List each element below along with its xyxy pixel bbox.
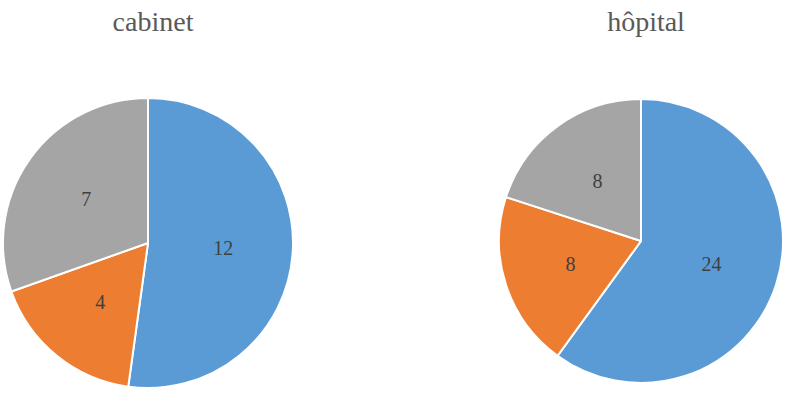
svg-text:8: 8 [593,170,603,192]
svg-text:8: 8 [566,253,576,275]
svg-text:12: 12 [213,237,233,259]
svg-text:cabinet: cabinet [113,6,194,37]
svg-text:4: 4 [95,291,105,313]
svg-text:7: 7 [81,188,91,210]
svg-text:24: 24 [701,253,721,275]
svg-text:hôpital: hôpital [607,6,685,37]
